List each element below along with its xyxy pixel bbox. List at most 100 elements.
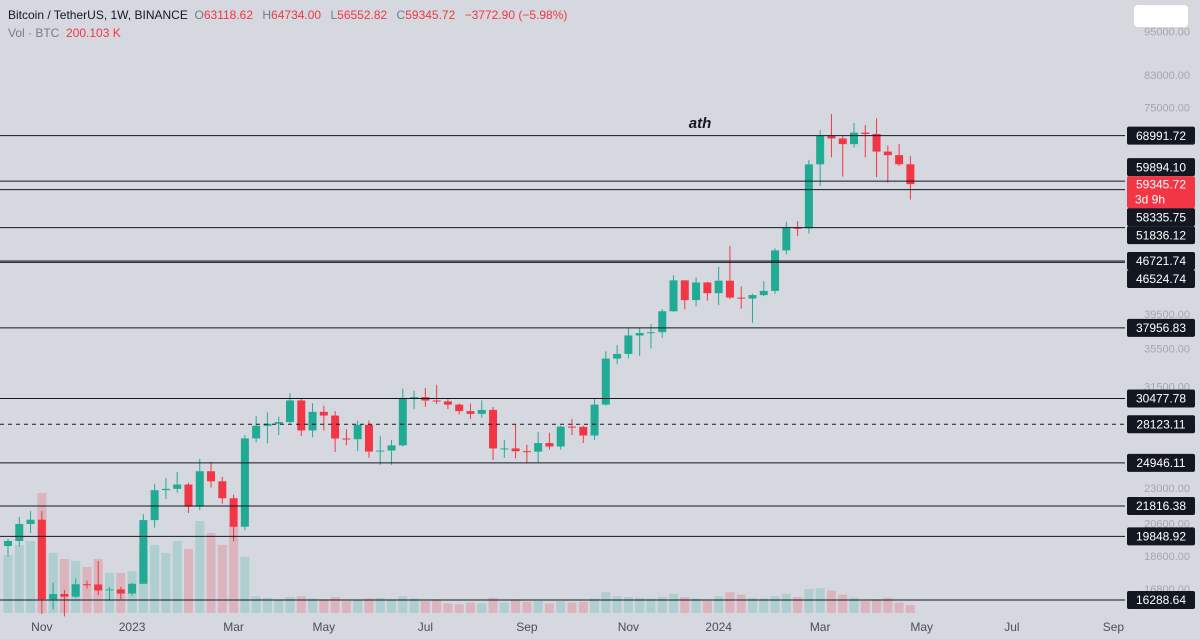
- x-tick-label: Jul: [1004, 620, 1019, 634]
- volume-bar: [274, 600, 284, 613]
- volume-bar: [285, 597, 295, 613]
- volume-bar: [262, 597, 272, 613]
- candle-body: [782, 227, 791, 251]
- candle-body: [376, 450, 385, 452]
- level-label-box: [1127, 208, 1195, 227]
- volume-bar: [669, 593, 679, 613]
- volume-bar: [26, 541, 36, 613]
- y-tick-label: 95000.00: [1144, 27, 1190, 39]
- ohlc-key: O: [194, 8, 204, 22]
- level-label: 46524.74: [1136, 272, 1186, 286]
- ohlc-value: 64734.00: [271, 8, 322, 22]
- candle-body: [500, 448, 509, 450]
- volume-bar: [770, 596, 780, 613]
- level-label: 68991.72: [1136, 129, 1186, 143]
- volume-bar: [319, 599, 329, 613]
- x-tick-label: Sep: [516, 620, 538, 634]
- candle-body: [308, 411, 317, 431]
- candle-body: [511, 448, 520, 452]
- x-tick-label: Mar: [810, 620, 831, 634]
- level-label-box: [1127, 318, 1195, 337]
- candle-body: [635, 332, 644, 336]
- level-label-box: [1127, 158, 1195, 177]
- y-tick-label: 83000.00: [1144, 70, 1190, 82]
- candle-body: [71, 584, 80, 597]
- candle-body: [207, 471, 216, 482]
- countdown-label: 3d 9h: [1135, 192, 1165, 206]
- volume-bar: [646, 598, 656, 613]
- ohlc-key: C: [396, 8, 406, 22]
- volume-bar: [420, 601, 430, 613]
- volume-bar: [883, 597, 893, 613]
- volume-bar: [375, 597, 385, 613]
- volume-bar: [330, 597, 340, 613]
- level-label-box: [1127, 415, 1195, 434]
- candle-body: [838, 138, 847, 145]
- candle-body: [545, 443, 554, 447]
- volume-bar: [409, 598, 419, 613]
- candle-body: [714, 280, 723, 294]
- candle-body: [895, 155, 904, 165]
- level-label-box: [1127, 252, 1195, 271]
- volume-bar: [781, 593, 791, 613]
- candle-body: [15, 524, 24, 541]
- candle-body: [692, 282, 701, 301]
- volume-bar: [217, 545, 227, 613]
- ohlc-value: 56552.82: [337, 8, 388, 22]
- ohlc-row: Bitcoin / TetherUS, 1W, BINANCE O63118.6…: [8, 6, 573, 24]
- level-label: 51836.12: [1136, 228, 1186, 242]
- candle-body: [184, 484, 193, 507]
- level-label: 24946.11: [1136, 456, 1185, 470]
- volume-bar: [251, 596, 261, 613]
- volume-bar: [387, 599, 397, 613]
- volume-value: 200.103 K: [66, 26, 121, 40]
- volume-bar: [240, 557, 250, 613]
- volume-bar: [499, 602, 509, 613]
- level-label-box: [1127, 453, 1195, 472]
- candle-body: [827, 135, 836, 139]
- candle-body: [94, 584, 103, 591]
- ohlc-value: 63118.62: [203, 8, 254, 22]
- volume-bar: [161, 553, 171, 613]
- volume-bar: [759, 598, 769, 613]
- volume-bar: [59, 559, 69, 613]
- level-label: 28123.11: [1136, 417, 1185, 431]
- candle-body: [116, 589, 125, 594]
- level-label-box: [1127, 389, 1195, 408]
- level-label: 21816.38: [1136, 499, 1186, 513]
- volume-bar: [793, 597, 803, 613]
- volume-bar: [747, 597, 757, 613]
- candle-body: [861, 132, 870, 134]
- volume-bar: [905, 604, 915, 613]
- volume-bar: [341, 601, 351, 613]
- candle-body: [669, 280, 678, 312]
- candle-body: [252, 425, 261, 439]
- volume-bar: [725, 592, 735, 613]
- candle-body: [60, 594, 69, 597]
- candle-body: [443, 401, 452, 405]
- volume-bar: [195, 521, 205, 613]
- candle-body: [26, 519, 35, 525]
- volume-bar: [623, 597, 633, 613]
- candle-body: [646, 332, 655, 334]
- ohlc-key: H: [262, 8, 272, 22]
- volume-bar: [849, 597, 859, 613]
- last-price-box: [1127, 176, 1195, 209]
- volume-bar: [465, 602, 475, 613]
- level-label: 30477.78: [1136, 392, 1186, 406]
- level-label-box: [1127, 270, 1195, 289]
- volume-bar: [544, 603, 554, 613]
- candle-body: [816, 135, 825, 165]
- candle-body: [737, 297, 746, 299]
- x-tick-label: Jul: [418, 620, 433, 634]
- change: −3772.90 (−5.98%): [464, 8, 568, 22]
- y-tick-label: 35500.00: [1144, 343, 1190, 355]
- volume-bar: [635, 597, 645, 613]
- candle-body: [658, 311, 667, 333]
- candle-body: [353, 424, 362, 440]
- volume-bar: [172, 541, 182, 613]
- candle-body: [229, 498, 238, 527]
- volume-bar: [533, 601, 543, 613]
- currency-button[interactable]: [1134, 5, 1188, 27]
